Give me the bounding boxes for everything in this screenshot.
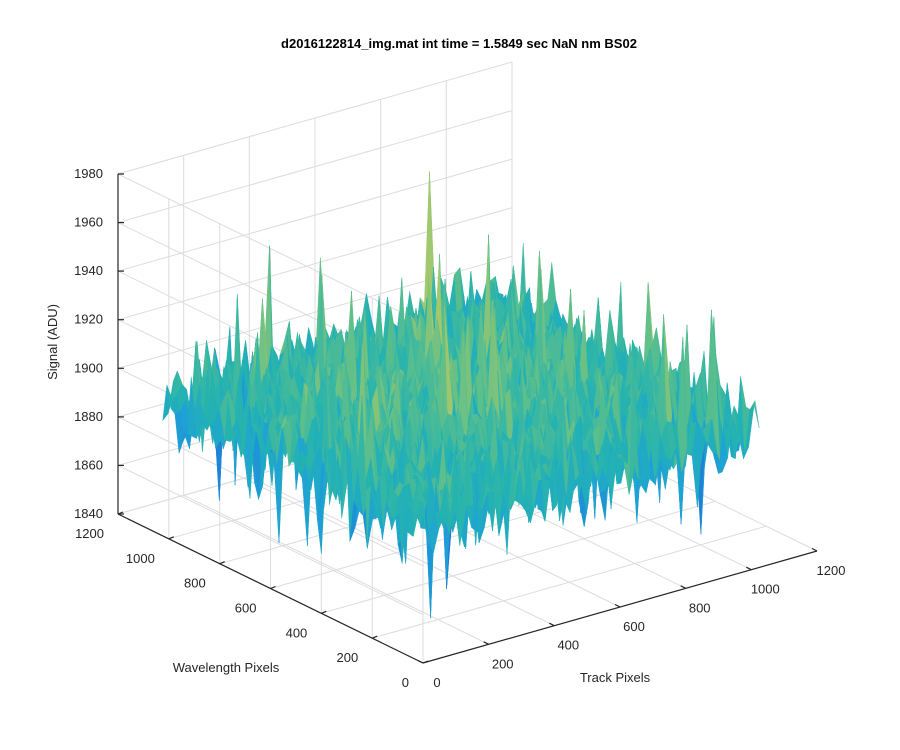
y-grid-line bbox=[321, 500, 716, 614]
x-tick-mark bbox=[549, 622, 555, 627]
chart-title: d2016122814_img.mat int time = 1.5849 se… bbox=[281, 36, 637, 51]
y-tick-label: 400 bbox=[286, 625, 308, 640]
x-tick-mark bbox=[614, 603, 621, 608]
y-tick-mark bbox=[270, 585, 276, 590]
axes-layer: 0 200 400 600 800 1000 1200 0 200 400 600 800 1000 12… bbox=[74, 166, 845, 690]
x-tick-label: 400 bbox=[557, 638, 579, 653]
y-tick-mark bbox=[371, 635, 378, 639]
y-tick-label: 800 bbox=[184, 576, 206, 591]
z-tick-label: 1980 bbox=[74, 166, 103, 181]
z-tick-label: 1880 bbox=[74, 409, 103, 424]
z-tick-label: 1840 bbox=[74, 506, 103, 521]
z-tick-label: 1960 bbox=[74, 215, 103, 230]
x-tick-label: 800 bbox=[689, 600, 711, 615]
y-grid-line bbox=[270, 476, 665, 589]
x-tick-label: 1000 bbox=[751, 582, 780, 597]
y-tick-mark bbox=[168, 536, 175, 540]
x-tick-label: 0 bbox=[433, 675, 440, 690]
z-tick-label: 1900 bbox=[74, 360, 103, 375]
x-tick-label: 1200 bbox=[817, 563, 846, 578]
y-tick-label: 200 bbox=[336, 650, 358, 665]
x-tick-mark bbox=[417, 659, 424, 664]
x-tick-mark bbox=[811, 547, 818, 552]
surface-patch bbox=[749, 400, 760, 429]
x-axis-label: Track Pixels bbox=[580, 670, 651, 685]
x-tick-mark bbox=[483, 641, 489, 645]
y-tick-mark bbox=[422, 660, 429, 664]
y-tick-mark bbox=[219, 561, 225, 565]
x-tick-mark bbox=[746, 566, 752, 571]
y-tick-mark bbox=[321, 610, 327, 614]
y-grid-line bbox=[372, 525, 767, 639]
z-axis-label: Signal (ADU) bbox=[45, 304, 60, 380]
x-tick-label: 200 bbox=[492, 656, 514, 671]
y-tick-label: 1000 bbox=[126, 551, 155, 566]
x-tick-label: 600 bbox=[623, 619, 645, 634]
y-tick-label: 600 bbox=[235, 601, 257, 616]
y-tick-label: 0 bbox=[402, 675, 409, 690]
z-tick-label: 1920 bbox=[74, 312, 103, 327]
surface-plot bbox=[162, 171, 760, 618]
y-tick-label: 1200 bbox=[75, 526, 104, 541]
z-tick-label: 1860 bbox=[74, 457, 103, 472]
labels-layer: d2016122814_img.mat int time = 1.5849 se… bbox=[45, 36, 651, 685]
y-axis-label: Wavelength Pixels bbox=[173, 660, 280, 675]
z-tick-label: 1940 bbox=[74, 263, 103, 278]
x-tick-mark bbox=[680, 585, 686, 589]
